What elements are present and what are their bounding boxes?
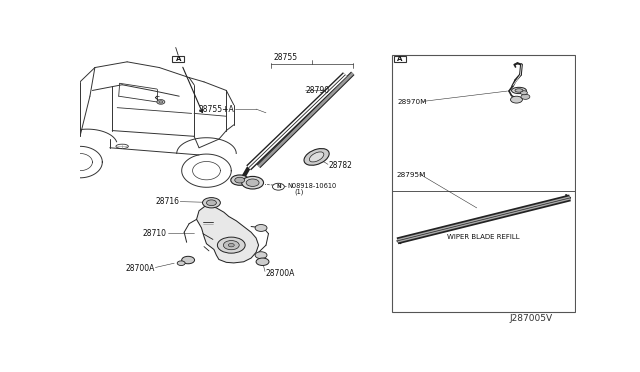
Circle shape [246,179,259,186]
Ellipse shape [304,148,329,165]
Text: 28782: 28782 [329,161,353,170]
Circle shape [202,198,220,208]
Text: N08918-10610: N08918-10610 [287,183,337,189]
Text: 28755+A: 28755+A [198,105,234,113]
Circle shape [218,237,245,253]
Text: 28755: 28755 [274,53,298,62]
Circle shape [255,252,267,259]
Circle shape [235,177,244,183]
Circle shape [273,183,284,190]
FancyBboxPatch shape [392,55,575,312]
FancyBboxPatch shape [394,55,406,62]
Ellipse shape [309,152,324,162]
Circle shape [255,225,267,231]
Text: 28795M: 28795M [396,172,426,178]
Circle shape [223,241,239,250]
Circle shape [520,91,527,95]
Circle shape [159,101,163,103]
Circle shape [177,261,185,266]
Circle shape [511,96,522,103]
Circle shape [207,200,216,206]
Text: 28970M: 28970M [397,99,427,105]
Circle shape [521,94,530,99]
Text: 28790: 28790 [306,86,330,95]
Text: 28716: 28716 [155,197,179,206]
Ellipse shape [511,87,527,94]
Text: 28710: 28710 [143,229,167,238]
Circle shape [256,258,269,266]
Text: A: A [397,56,403,62]
Circle shape [182,256,195,264]
Ellipse shape [116,144,129,148]
Circle shape [228,243,234,247]
Circle shape [242,176,264,189]
Text: 28700A: 28700A [266,269,296,278]
Text: WIPER BLADE REFILL: WIPER BLADE REFILL [447,234,520,240]
Ellipse shape [515,89,523,92]
Polygon shape [196,205,259,263]
Text: (1): (1) [294,188,303,195]
Text: J287005V: J287005V [510,314,553,323]
Text: 28700A: 28700A [125,264,154,273]
Circle shape [157,100,165,104]
Text: A: A [175,56,181,62]
FancyBboxPatch shape [172,55,184,62]
Circle shape [231,175,249,185]
Text: N: N [276,184,281,189]
